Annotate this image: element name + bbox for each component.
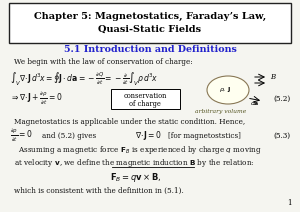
Text: $\frac{\partial\rho}{\partial t} = 0$: $\frac{\partial\rho}{\partial t} = 0$ (10, 128, 33, 144)
Text: 1: 1 (287, 199, 292, 207)
Text: (5.3): (5.3) (274, 132, 291, 140)
Text: Magnetostatics is applicable under the static condition. Hence,: Magnetostatics is applicable under the s… (14, 118, 245, 126)
Text: $\rho,\,\mathbf{J}$: $\rho,\,\mathbf{J}$ (219, 85, 231, 95)
Text: B: B (270, 73, 275, 81)
Text: of charge: of charge (129, 100, 161, 108)
Text: $\mathbf{F}_B = q\mathbf{v} \times \mathbf{B},$: $\mathbf{F}_B = q\mathbf{v} \times \math… (110, 172, 162, 184)
FancyBboxPatch shape (111, 89, 180, 109)
Text: 5.1 Introduction and Definitions: 5.1 Introduction and Definitions (64, 46, 236, 54)
Text: Quasi-Static Fields: Quasi-Static Fields (98, 25, 202, 33)
Text: at velocity $\mathbf{v}$, we define the magnetic induction $\mathbf{B}$ by the r: at velocity $\mathbf{v}$, we define the … (14, 157, 255, 169)
Text: We begin with the law of conservation of charge:: We begin with the law of conservation of… (14, 58, 193, 66)
Text: $d\mathbf{a}$: $d\mathbf{a}$ (250, 99, 260, 107)
Text: Chapter 5: Magnetostatics, Faraday’s Law,: Chapter 5: Magnetostatics, Faraday’s Law… (34, 11, 266, 21)
Text: $\nabla\!\cdot\!\mathbf{J} = 0$: $\nabla\!\cdot\!\mathbf{J} = 0$ (135, 130, 162, 142)
Text: which is consistent with the definition in (5.1).: which is consistent with the definition … (14, 187, 184, 195)
Text: [for magnetoststics]: [for magnetoststics] (168, 132, 241, 140)
Text: $\Rightarrow \nabla\!\cdot\!\mathbf{J} + \frac{\partial\rho}{\partial t} = 0$: $\Rightarrow \nabla\!\cdot\!\mathbf{J} +… (10, 91, 62, 107)
Text: and (5.2) gives: and (5.2) gives (42, 132, 96, 140)
Ellipse shape (207, 76, 249, 104)
Text: Assuming a magnetic force $\mathbf{F}_B$ is experienced by charge $q$ moving: Assuming a magnetic force $\mathbf{F}_B$… (18, 144, 262, 156)
Text: (5.2): (5.2) (274, 95, 291, 103)
Text: arbitrary volume: arbitrary volume (195, 109, 246, 113)
Text: conservation: conservation (123, 92, 167, 100)
FancyBboxPatch shape (9, 3, 291, 43)
Text: $\int_V \nabla \!\cdot\! \mathbf{J}\,d^3\!x = \oint \mathbf{J}\cdot d\mathbf{a} : $\int_V \nabla \!\cdot\! \mathbf{J}\,d^3… (10, 70, 158, 88)
